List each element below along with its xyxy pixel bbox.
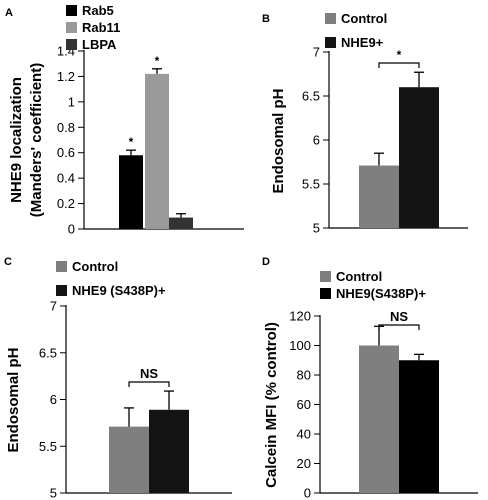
panel-letter: D — [262, 256, 270, 268]
y-tick-label: 0.8 — [57, 120, 75, 135]
y-tick-label: 5 — [50, 486, 57, 500]
legend-swatch — [320, 271, 331, 282]
significance-bracket — [378, 324, 420, 330]
legend-label: NHE9+ — [341, 35, 384, 50]
legend-swatch — [325, 37, 336, 48]
legend-swatch — [66, 5, 77, 16]
panel-b: B 5 5.5 6 6.5 7 Endosomal pH * Control NHE9+ — [262, 11, 468, 236]
y-tick-label: 5 — [313, 221, 320, 236]
y-tick-label: 5.5 — [302, 177, 320, 192]
bar — [109, 426, 149, 493]
panel-c: C 5 5.5 6 6.5 7 Endosomal pH NS Control NHE9 (S43… — [4, 256, 232, 500]
bar — [399, 87, 439, 228]
significance-label: NS — [390, 309, 408, 324]
significance-bracket — [378, 62, 420, 68]
legend-swatch — [320, 288, 331, 299]
legend-label: Rab5 — [82, 3, 114, 18]
legend-swatch — [56, 285, 67, 296]
y-tick-label: 0 — [304, 486, 311, 500]
bar — [145, 73, 169, 229]
y-tick-label: 1 — [68, 94, 75, 109]
y-tick-label: 40 — [297, 427, 311, 442]
y-axis-title: NHE9 localization — [8, 77, 25, 203]
panel-d: D 0 20 40 60 80 100 120 Calcein MFI (% control) N… — [262, 256, 478, 500]
bar — [119, 155, 143, 229]
y-tick-label: 7 — [50, 299, 57, 314]
y-tick-label: 1.2 — [57, 69, 75, 84]
y-tick-label: 0 — [68, 222, 75, 237]
y-axis-title: (Manders' coefficient) — [28, 63, 45, 217]
legend-label: NHE9 (S438P)+ — [72, 283, 166, 298]
y-tick-label: 6.5 — [39, 345, 57, 360]
y-tick-label: 6 — [313, 133, 320, 148]
y-axis-title: Calcein MFI (% control) — [263, 322, 280, 488]
significance-bracket — [128, 381, 170, 387]
y-tick-label: 0.2 — [57, 196, 75, 211]
legend-label: Rab11 — [82, 20, 120, 35]
bar — [149, 409, 189, 493]
bar — [399, 360, 439, 493]
legend-label: LBPA — [82, 37, 117, 52]
significance-marker: * — [129, 135, 134, 149]
legend-swatch — [325, 13, 336, 24]
y-tick-label: 60 — [297, 397, 311, 412]
y-tick-label: 20 — [297, 456, 311, 471]
significance-marker: * — [155, 54, 160, 68]
y-tick-label: 0.4 — [57, 171, 75, 186]
y-tick-label: 7 — [313, 45, 320, 60]
legend-label: NHE9(S438P)+ — [336, 286, 426, 301]
panel-letter: A — [5, 7, 13, 19]
significance-label: * — [397, 48, 402, 62]
y-axis-title: Endosomal pH — [5, 347, 22, 452]
y-tick-label: 5.5 — [39, 439, 57, 454]
y-tick-label: 80 — [297, 368, 311, 383]
legend-label: Control — [341, 11, 387, 26]
y-tick-label: 6.5 — [302, 89, 320, 104]
bar — [359, 165, 399, 228]
y-tick-label: 120 — [289, 309, 311, 324]
bar — [359, 345, 399, 493]
legend-swatch — [56, 261, 67, 272]
panel-letter: C — [4, 256, 12, 268]
legend-label: Control — [336, 269, 382, 284]
significance-label: NS — [140, 366, 158, 381]
y-tick-label: 6 — [50, 392, 57, 407]
y-axis-title: Endosomal pH — [270, 88, 287, 193]
y-tick-label: 100 — [289, 338, 311, 353]
legend-label: Control — [72, 259, 118, 274]
legend-swatch — [66, 39, 77, 50]
bar — [169, 217, 193, 229]
panel-letter: B — [262, 13, 270, 25]
y-tick-label: 0.6 — [57, 145, 75, 160]
legend-swatch — [66, 22, 77, 33]
